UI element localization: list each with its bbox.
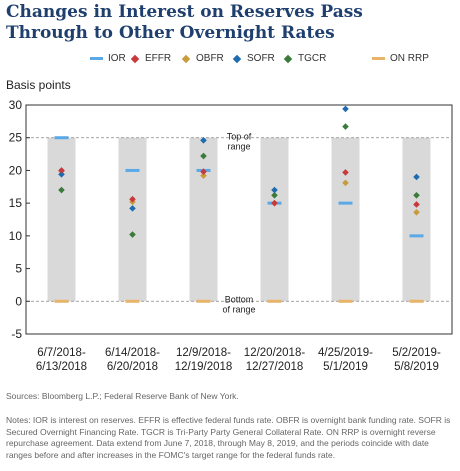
range-top-annotation: range xyxy=(227,142,250,152)
x-tick-label: 5/1/2019 xyxy=(323,361,368,373)
point-on-rrp xyxy=(338,299,353,303)
x-tick-label: 12/9/2018- xyxy=(176,347,231,359)
point-on-rrp xyxy=(54,299,69,303)
x-tick-label: 5/2/2019- xyxy=(392,347,441,359)
legend-label: TGCR xyxy=(298,53,327,64)
x-tick-label: 12/27/2018 xyxy=(246,361,304,373)
point-sofr xyxy=(58,171,65,178)
point-ior xyxy=(54,136,69,140)
point-on-rrp xyxy=(267,299,282,303)
y-tick-label: -5 xyxy=(11,327,22,341)
range-bottom-annotation: of range xyxy=(222,304,255,314)
point-ior xyxy=(338,201,353,205)
chart-legend: IOR EFFR OBFR SOFR TGCR ON RRP xyxy=(0,53,460,67)
x-tick-label: 6/14/2018- xyxy=(105,347,160,359)
range-bottom-annotation: Bottom xyxy=(225,294,254,304)
point-ior xyxy=(409,234,424,238)
x-tick-label: 12/20/2018- xyxy=(244,347,306,359)
notes-text: Notes: IOR is interest on reserves. EFFR… xyxy=(6,415,451,460)
y-tick-label: 20 xyxy=(9,163,23,177)
chart-plot: -5 0 5 10 15 20 25 30 6/7/2018- 6/13/2018 6/14/201… xyxy=(9,98,453,373)
legend-label: OBFR xyxy=(196,53,224,64)
y-tick-label: 10 xyxy=(9,229,23,243)
range-band xyxy=(260,137,289,302)
legend-label: ON RRP xyxy=(390,53,429,64)
x-tick-label: 12/19/2018 xyxy=(175,361,233,373)
point-effr xyxy=(271,199,278,207)
range-top-annotation: Top of xyxy=(227,132,252,142)
diamond-marker-icon xyxy=(232,54,242,63)
point-ior xyxy=(125,168,140,172)
range-band xyxy=(189,137,218,302)
x-tick-label: 6/7/2018- xyxy=(37,347,86,359)
x-tick-label: 5/8/2019 xyxy=(394,361,439,373)
diamond-marker-icon xyxy=(181,54,191,63)
y-tick-label: 0 xyxy=(15,294,22,308)
legend-item-tgcr: TGCR xyxy=(283,53,326,64)
point-sofr xyxy=(342,105,349,113)
point-obfr xyxy=(200,172,207,179)
range-band xyxy=(118,137,147,302)
x-tick-label: 4/25/2019- xyxy=(318,347,373,359)
point-tgcr xyxy=(129,231,136,238)
point-on-rrp xyxy=(196,299,211,303)
diamond-marker-icon xyxy=(283,54,293,63)
legend-label: IOR xyxy=(108,53,126,64)
point-sofr xyxy=(200,137,207,144)
range-band xyxy=(402,137,431,302)
y-tick-label: 5 xyxy=(15,262,22,276)
source-note: Sources: Bloomberg L.P.; Federal Reserve… xyxy=(6,391,239,401)
x-tick-label: 6/13/2018 xyxy=(36,361,87,373)
point-sofr xyxy=(413,173,420,181)
y-axis-label: Basis points xyxy=(6,78,71,92)
point-obfr xyxy=(413,209,420,216)
legend-item-obfr: OBFR xyxy=(181,53,224,64)
legend-label: EFFR xyxy=(145,53,172,64)
legend-item-ior: IOR xyxy=(90,53,126,64)
diamond-marker-icon xyxy=(130,54,140,63)
point-on-rrp xyxy=(125,299,140,303)
point-on-rrp xyxy=(409,299,424,303)
point-sofr xyxy=(129,205,136,212)
chart-title: Changes in Interest on Reserves Pass Thr… xyxy=(6,2,363,43)
y-tick-label: 25 xyxy=(9,131,23,145)
y-tick-label: 30 xyxy=(9,98,23,112)
legend-label: SOFR xyxy=(247,53,275,64)
range-band xyxy=(47,137,76,302)
point-tgcr xyxy=(342,123,349,130)
dash-marker-icon xyxy=(372,57,385,60)
plot-frame xyxy=(25,104,453,335)
legend-item-sofr: SOFR xyxy=(232,53,275,64)
dash-marker-icon xyxy=(90,57,103,60)
legend-item-effr: EFFR xyxy=(130,53,171,64)
y-tick-label: 15 xyxy=(9,196,23,210)
x-tick-label: 6/20/2018 xyxy=(107,361,158,373)
legend-item-on-rrp: ON RRP xyxy=(372,53,429,64)
range-band xyxy=(331,137,360,302)
